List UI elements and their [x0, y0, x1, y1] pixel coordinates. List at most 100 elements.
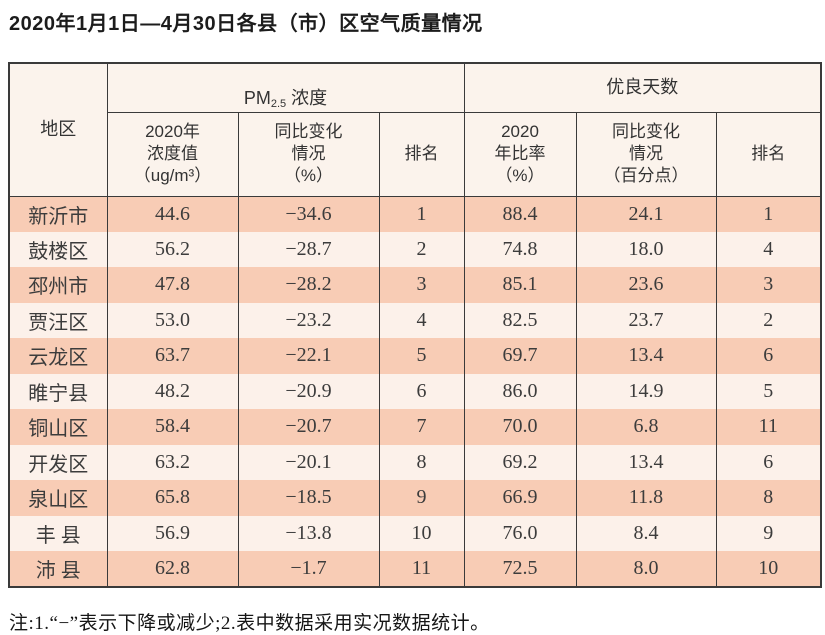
header-pm25-group: PM2.5 浓度 — [106, 62, 465, 113]
cell-good-rank: 6 — [715, 444, 822, 481]
table-row: 云龙区 63.7 −22.1 5 69.7 13.4 6 — [8, 338, 822, 374]
table-row: 邳州市 47.8 −28.2 3 85.1 23.6 3 — [8, 267, 822, 303]
cell-good-rank: 10 — [715, 551, 822, 587]
footnote: 注:1.“−”表示下降或减少;2.表中数据采用实况数据统计。 — [9, 612, 490, 634]
cell-good-change: 23.7 — [575, 302, 717, 339]
cell-good-rate: 88.4 — [463, 196, 577, 232]
cell-pm-rank: 9 — [378, 480, 465, 516]
cell-good-rate: 74.8 — [463, 231, 577, 268]
table-row: 鼓楼区 56.2 −28.7 2 74.8 18.0 4 — [8, 231, 822, 268]
cell-good-change: 18.0 — [575, 231, 717, 268]
cell-good-rank: 4 — [715, 231, 822, 268]
cell-region: 云龙区 — [8, 338, 108, 374]
cell-pm-change: −22.1 — [237, 338, 380, 374]
cell-pm-value: 48.2 — [106, 373, 239, 410]
page-title: 2020年1月1日—4月30日各县（市）区空气质量情况 — [9, 13, 483, 35]
cell-good-rank: 1 — [715, 196, 822, 232]
cell-pm-rank: 4 — [378, 302, 465, 339]
cell-pm-change: −34.6 — [237, 196, 380, 232]
header-good-days-group: 优良天数 — [463, 62, 822, 113]
cell-good-change: 23.6 — [575, 267, 717, 303]
header-good-change: 同比变化 情况 （百分点） — [575, 111, 717, 197]
cell-pm-rank: 3 — [378, 267, 465, 303]
cell-pm-change: −28.2 — [237, 267, 380, 303]
cell-good-rank: 9 — [715, 515, 822, 552]
cell-region: 鼓楼区 — [8, 231, 108, 268]
cell-pm-rank: 7 — [378, 409, 465, 445]
cell-good-rate: 72.5 — [463, 551, 577, 587]
cell-good-change: 6.8 — [575, 409, 717, 445]
cell-pm-value: 56.9 — [106, 515, 239, 552]
cell-good-change: 14.9 — [575, 373, 717, 410]
cell-pm-rank: 5 — [378, 338, 465, 374]
table-row: 贾汪区 53.0 −23.2 4 82.5 23.7 2 — [8, 302, 822, 339]
cell-pm-change: −18.5 — [237, 480, 380, 516]
cell-pm-value: 53.0 — [106, 302, 239, 339]
cell-good-rate: 82.5 — [463, 302, 577, 339]
cell-good-rank: 6 — [715, 338, 822, 374]
cell-pm-rank: 11 — [378, 551, 465, 587]
header-pm-rank: 排名 — [378, 111, 465, 197]
cell-good-change: 8.0 — [575, 551, 717, 587]
cell-region: 开发区 — [8, 444, 108, 481]
cell-pm-rank: 10 — [378, 515, 465, 552]
cell-pm-value: 63.2 — [106, 444, 239, 481]
table-row: 泉山区 65.8 −18.5 9 66.9 11.8 8 — [8, 480, 822, 516]
cell-pm-change: −20.1 — [237, 444, 380, 481]
table-row: 睢宁县 48.2 −20.9 6 86.0 14.9 5 — [8, 373, 822, 410]
cell-pm-change: −23.2 — [237, 302, 380, 339]
pm25-concentration-label: PM2.5 浓度 — [243, 88, 328, 111]
cell-region: 贾汪区 — [8, 302, 108, 339]
cell-pm-value: 65.8 — [106, 480, 239, 516]
cell-good-rate: 69.2 — [463, 444, 577, 481]
header-group-row: 地区 PM2.5 浓度 优良天数 — [8, 62, 822, 197]
header-region: 地区 — [8, 62, 108, 197]
cell-good-rank: 11 — [715, 409, 822, 445]
cell-pm-value: 58.4 — [106, 409, 239, 445]
cell-good-rank: 3 — [715, 267, 822, 303]
cell-pm-change: −28.7 — [237, 231, 380, 268]
cell-pm-value: 47.8 — [106, 267, 239, 303]
header-good-rate: 2020 年比率 （%） — [463, 111, 577, 197]
table-header: 地区 PM2.5 浓度 优良天数 2020年 浓度值 （ug/m³） 同比变化 … — [8, 62, 822, 197]
table-row: 新沂市 44.6 −34.6 1 88.4 24.1 1 — [8, 196, 822, 232]
cell-good-change: 13.4 — [575, 338, 717, 374]
cell-pm-change: −13.8 — [237, 515, 380, 552]
header-pm-value: 2020年 浓度值 （ug/m³） — [106, 111, 239, 197]
cell-good-rank: 2 — [715, 302, 822, 339]
cell-region: 丰 县 — [8, 515, 108, 552]
table-row: 铜山区 58.4 −20.7 7 70.0 6.8 11 — [8, 409, 822, 445]
cell-good-rate: 66.9 — [463, 480, 577, 516]
cell-good-rate: 76.0 — [463, 515, 577, 552]
header-pm-change: 同比变化 情况 （%） — [237, 111, 380, 197]
cell-good-change: 13.4 — [575, 444, 717, 481]
cell-region: 睢宁县 — [8, 373, 108, 410]
cell-pm-value: 44.6 — [106, 196, 239, 232]
cell-region: 铜山区 — [8, 409, 108, 445]
table-row: 开发区 63.2 −20.1 8 69.2 13.4 6 — [8, 444, 822, 481]
cell-pm-value: 63.7 — [106, 338, 239, 374]
cell-good-change: 11.8 — [575, 480, 717, 516]
cell-good-change: 24.1 — [575, 196, 717, 232]
page: 2020年1月1日—4月30日各县（市）区空气质量情况 地区 PM2.5 浓度 … — [0, 11, 825, 634]
table-row: 丰 县 56.9 −13.8 10 76.0 8.4 9 — [8, 515, 822, 552]
cell-good-rank: 5 — [715, 373, 822, 410]
cell-pm-value: 56.2 — [106, 231, 239, 268]
cell-good-rate: 86.0 — [463, 373, 577, 410]
cell-pm-rank: 1 — [378, 196, 465, 232]
cell-pm-change: −1.7 — [237, 551, 380, 587]
cell-good-rate: 70.0 — [463, 409, 577, 445]
cell-good-rate: 69.7 — [463, 338, 577, 374]
header-good-rank: 排名 — [715, 111, 822, 197]
cell-good-rank: 8 — [715, 480, 822, 516]
table-body: 新沂市 44.6 −34.6 1 88.4 24.1 1 鼓楼区 56.2 −2… — [8, 196, 822, 587]
cell-pm-value: 62.8 — [106, 551, 239, 587]
cell-pm-change: −20.9 — [237, 373, 380, 410]
cell-region: 邳州市 — [8, 267, 108, 303]
header-sub-row: 2020年 浓度值 （ug/m³） 同比变化 情况 （%） 排名 2020 年比… — [9, 111, 822, 197]
cell-region: 沛 县 — [8, 551, 108, 587]
cell-pm-change: −20.7 — [237, 409, 380, 445]
air-quality-table: 地区 PM2.5 浓度 优良天数 2020年 浓度值 （ug/m³） 同比变化 … — [8, 62, 823, 588]
cell-pm-rank: 6 — [378, 373, 465, 410]
cell-pm-rank: 2 — [378, 231, 465, 268]
